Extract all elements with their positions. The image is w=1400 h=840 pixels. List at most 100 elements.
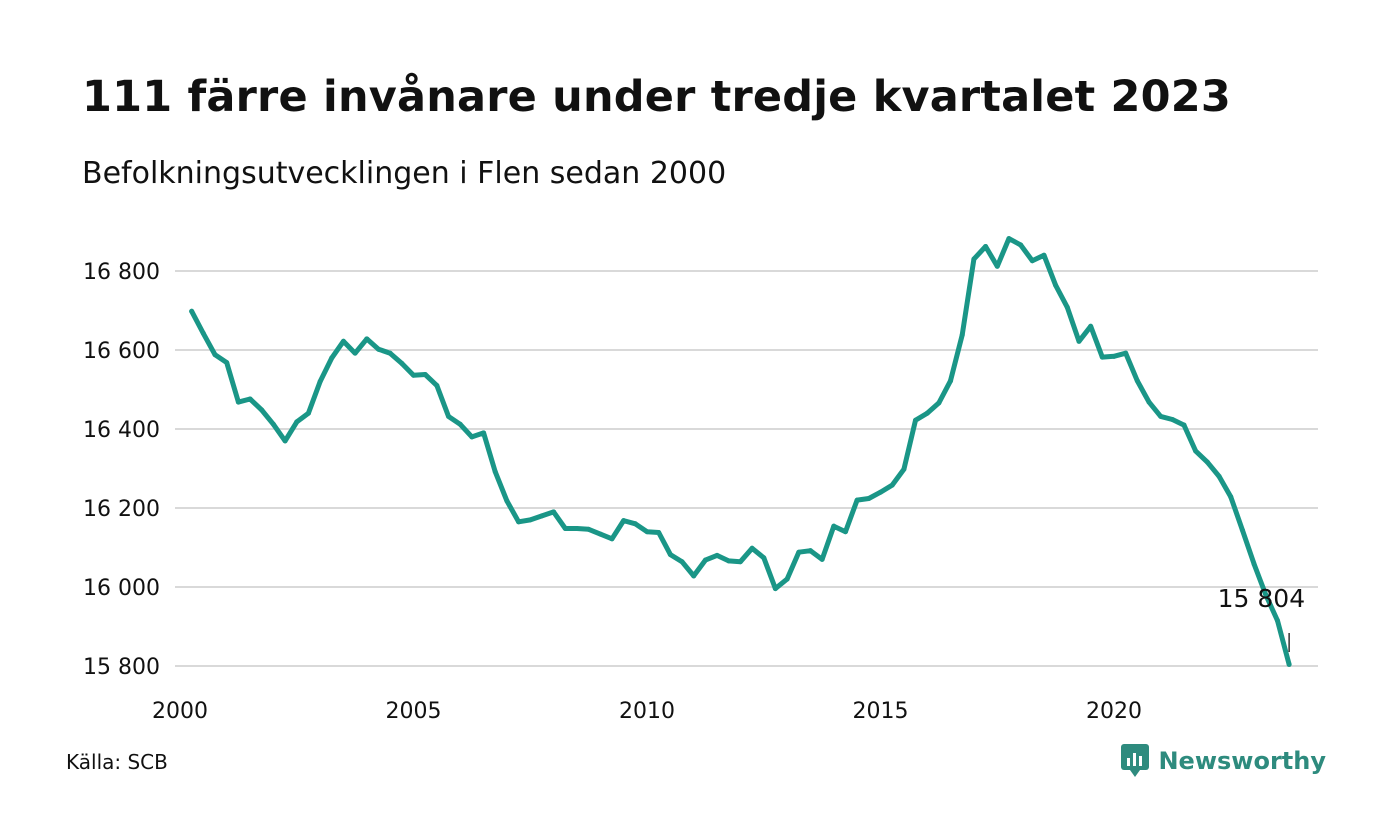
data-point bbox=[1064, 304, 1070, 310]
y-tick-label: 16 200 bbox=[83, 497, 160, 522]
data-point bbox=[924, 410, 930, 416]
end-value-label: 15 804 bbox=[1218, 584, 1305, 613]
data-point bbox=[1193, 448, 1199, 454]
data-point bbox=[1006, 236, 1012, 242]
data-point bbox=[259, 407, 265, 413]
data-point bbox=[200, 330, 206, 336]
brand-logo: Newsworthy bbox=[1120, 743, 1326, 779]
data-point bbox=[632, 521, 638, 527]
data-point bbox=[878, 489, 883, 495]
newsworthy-logo-icon bbox=[1121, 744, 1150, 777]
data-point bbox=[1286, 661, 1292, 667]
data-point bbox=[235, 399, 241, 405]
data-point bbox=[446, 413, 452, 419]
data-point bbox=[1088, 323, 1094, 329]
data-point bbox=[399, 360, 405, 366]
data-point bbox=[481, 430, 487, 436]
data-point bbox=[737, 559, 743, 565]
data-point bbox=[948, 378, 954, 384]
data-point bbox=[270, 421, 276, 427]
data-point bbox=[807, 548, 813, 554]
data-point bbox=[1123, 350, 1129, 356]
data-point bbox=[1018, 242, 1024, 248]
data-point bbox=[1041, 252, 1047, 258]
data-point bbox=[562, 526, 568, 532]
x-tick-label: 2020 bbox=[1086, 699, 1142, 724]
series-population bbox=[189, 236, 1292, 667]
data-point bbox=[1204, 459, 1210, 465]
data-point bbox=[352, 350, 358, 356]
x-tick-label: 2010 bbox=[619, 699, 675, 724]
y-tick-label: 16 000 bbox=[83, 576, 160, 601]
x-axis: 2000 2005 2010 2015 2020 bbox=[152, 699, 1142, 724]
data-point bbox=[469, 434, 475, 440]
chart-title: 111 färre invånare under tredje kvartale… bbox=[82, 72, 1232, 122]
data-point bbox=[1251, 561, 1257, 567]
data-point bbox=[586, 526, 592, 532]
chart-subtitle: Befolkningsutvecklingen i Flen sedan 200… bbox=[82, 156, 727, 191]
data-point bbox=[294, 419, 300, 425]
data-point bbox=[644, 529, 650, 535]
data-point bbox=[340, 338, 346, 344]
data-point bbox=[831, 523, 837, 529]
data-point bbox=[761, 555, 767, 561]
data-point bbox=[329, 355, 335, 361]
data-point bbox=[551, 509, 557, 515]
data-point bbox=[375, 346, 381, 352]
data-point bbox=[994, 263, 1000, 269]
y-tick-label: 15 800 bbox=[83, 655, 160, 680]
data-point bbox=[901, 466, 907, 472]
data-point bbox=[305, 410, 311, 416]
x-tick-label: 2000 bbox=[152, 699, 208, 724]
series-line bbox=[189, 236, 1292, 667]
y-tick-label: 16 800 bbox=[83, 260, 160, 285]
data-point bbox=[1239, 527, 1245, 533]
data-point bbox=[1228, 494, 1234, 500]
brand-name: Newsworthy bbox=[1158, 747, 1326, 775]
data-point bbox=[691, 573, 697, 579]
data-point bbox=[1053, 282, 1059, 288]
data-point bbox=[913, 417, 919, 423]
data-point bbox=[224, 360, 230, 366]
data-point bbox=[702, 557, 708, 563]
data-point bbox=[784, 576, 790, 582]
data-point bbox=[854, 497, 860, 503]
y-tick-label: 16 600 bbox=[83, 339, 160, 364]
data-point bbox=[434, 383, 440, 389]
data-point bbox=[189, 308, 195, 314]
data-point bbox=[387, 350, 393, 356]
data-point bbox=[889, 482, 895, 488]
source-note: Källa: SCB bbox=[66, 750, 168, 774]
data-point bbox=[609, 536, 615, 542]
y-tick-label: 16 400 bbox=[83, 418, 160, 443]
data-point bbox=[1029, 258, 1035, 264]
data-point bbox=[714, 552, 720, 558]
data-point bbox=[317, 379, 323, 385]
data-point bbox=[516, 519, 522, 525]
data-point bbox=[1076, 338, 1082, 344]
data-point bbox=[959, 332, 965, 338]
data-point bbox=[1216, 473, 1222, 479]
x-tick-label: 2015 bbox=[853, 699, 909, 724]
data-point bbox=[1263, 592, 1269, 598]
end-annotation: 15 804 bbox=[1218, 584, 1305, 652]
data-point bbox=[936, 400, 942, 406]
data-point bbox=[422, 371, 428, 377]
data-point bbox=[726, 558, 732, 564]
data-point bbox=[574, 526, 580, 532]
data-point bbox=[983, 244, 989, 250]
data-point bbox=[842, 529, 848, 535]
y-axis: 15 800 16 000 16 200 16 400 16 600 16 800 bbox=[83, 260, 160, 680]
data-point bbox=[539, 513, 545, 519]
data-point bbox=[282, 438, 288, 444]
data-point bbox=[1111, 353, 1117, 359]
data-point bbox=[749, 545, 755, 551]
data-point bbox=[679, 559, 685, 565]
data-point bbox=[212, 352, 218, 358]
x-tick-label: 2005 bbox=[386, 699, 442, 724]
data-point bbox=[1099, 354, 1105, 360]
data-point bbox=[504, 498, 510, 504]
data-point bbox=[1134, 378, 1140, 384]
data-point bbox=[457, 421, 463, 427]
